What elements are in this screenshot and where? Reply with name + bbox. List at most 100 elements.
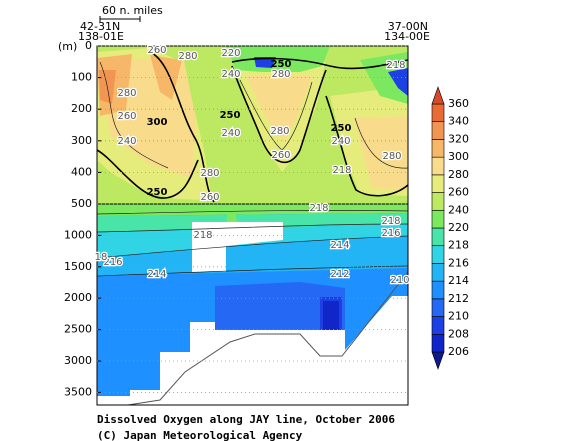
contour-label: 212 [330,269,349,280]
colorbar-segment [431,333,445,353]
field [97,46,408,405]
y-tick-label: 200 [71,102,92,115]
contour-fill [360,52,408,104]
chart-title: Dissolved Oxygen along JAY line, October… [97,413,395,426]
colorbar-segment [431,209,445,229]
y-tick-label: 3500 [64,385,92,398]
contour-label: 280 [200,168,219,179]
contour-label: 260 [200,192,219,203]
contour-fill [354,116,408,190]
contour-line [96,209,409,215]
end-lat: 37-00N [388,20,428,33]
colorbar-label: 360 [448,97,469,110]
scale-label: 60 n. miles [102,4,163,17]
colorbar-segment [431,298,445,317]
contour-line [149,51,215,203]
colorbar-label: 340 [448,115,469,128]
colorbar-label: 214 [448,274,469,287]
contour-label: 280 [117,88,136,99]
contour-label: 210 [390,275,409,286]
contour-label: 240 [117,136,136,147]
y-tick-label: 100 [71,71,92,84]
contour-label: 250 [331,123,352,134]
y-tick-label: 400 [71,165,92,178]
colorbar-segment [431,156,445,176]
colorbar-label: 260 [448,186,469,199]
colorbar-label: 320 [448,132,469,145]
contour-fill [254,57,276,68]
contour-line [354,117,409,169]
contour-label: 250 [271,59,292,70]
contour-label: 280 [382,151,401,162]
contour-fill [97,236,408,276]
colorbar-segment [431,139,445,158]
contour-label: 218 [381,216,400,227]
colorbar-segment [431,174,445,193]
contour-line [99,61,169,169]
y-tick-label: 2000 [64,291,92,304]
contour-label: 218 [193,230,212,241]
colorbar-label: 300 [448,150,469,163]
contour-label: 260 [147,45,166,56]
contour-label: 250 [147,187,168,198]
contour-label: 280 [178,51,197,62]
start-lon: 138-01E [78,30,124,43]
end-lon: 134-00E [384,30,430,43]
contour-fill [388,68,408,96]
colorbar-label: 218 [448,239,469,252]
contour-line [96,223,409,233]
contour-label: 300 [147,117,168,128]
y-tick-label: 0 [85,39,92,52]
colorbar-label: 216 [448,256,469,269]
no-data [192,222,283,272]
colorbar-label: 280 [448,168,469,181]
credit: (C) Japan Meteorological Agency [97,429,303,441]
contour-label: 280 [271,69,290,80]
y-tick-label: 2500 [64,323,92,336]
y-tick-label: 3000 [64,354,92,367]
contour-label: 216 [103,257,122,268]
contour-label: 18 [95,252,108,263]
start-lat: 42-31N [80,20,120,33]
contour-label: 214 [330,240,349,251]
colorbar-label: 206 [448,345,469,358]
contour-line [96,235,409,259]
contour-label: 240 [221,69,240,80]
colorbar-segment [431,280,445,300]
plot-frame [96,45,409,406]
no-data [97,296,408,405]
y-tick-label: 500 [71,197,92,210]
contour-label: 250 [220,110,241,121]
contour-label: 218 [309,203,328,214]
colorbar-label: 240 [448,203,469,216]
contour-line [231,57,409,70]
contour-line [239,79,313,151]
contour-label: 260 [271,150,290,161]
colorbar-extend [431,86,445,105]
contour-label: 240 [221,128,240,139]
colorbar-segment [431,316,445,335]
colorbar-segment [431,245,445,264]
contour-fill [246,76,312,142]
colorbar-segment [431,227,445,247]
contour-label: 220 [221,48,240,59]
contour-label: 218 [386,60,405,71]
y-tick-label: 300 [71,134,92,147]
contour-label: 280 [270,126,289,137]
contour-line [231,65,327,164]
bottom-topography [127,271,409,406]
colorbar-label: 212 [448,292,469,305]
colorbar-segment [431,192,445,211]
colorbar-segment [431,263,445,282]
contour-label: 218 [332,165,351,176]
colorbar-segment [431,103,445,123]
contour-label: 240 [331,136,350,147]
contour-fill [215,282,345,330]
overlay: 60 n. miles 42-31N 138-01E 37-00N 134-00… [58,4,469,441]
colorbar-label: 220 [448,221,469,234]
contour-label: 214 [147,269,166,280]
contour-line [96,149,199,199]
contour-label: 260 [117,111,136,122]
colorbar-label: 208 [448,327,469,340]
